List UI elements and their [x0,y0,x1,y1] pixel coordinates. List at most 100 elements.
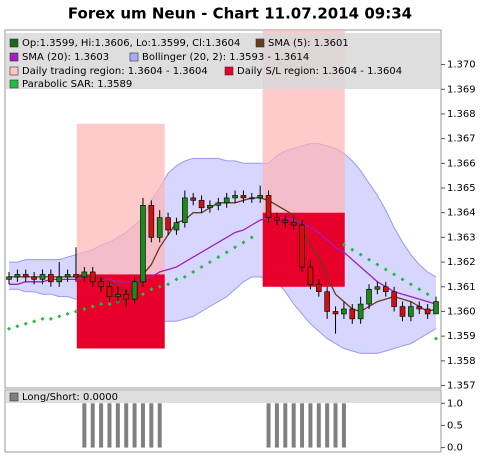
sar-dot [199,265,204,270]
bar [266,403,271,448]
trading-region [76,123,165,275]
candle-body [207,204,213,209]
bar [90,403,95,448]
candle-body [165,217,171,231]
candle-body [391,291,397,307]
sar-dot [82,306,87,311]
sar-dot [191,269,196,274]
candle-body [249,197,255,200]
candle-body [332,311,339,315]
sar-dot [15,324,20,329]
legend-box [6,391,440,403]
candle-body [223,197,230,204]
candle-body [408,306,414,317]
sar-dot [408,282,413,287]
candle-body [315,284,322,293]
bar [149,403,154,448]
sar-dot [140,292,145,297]
sar-dot [425,292,430,297]
sar-dot [157,284,162,289]
sar-dot [400,277,405,282]
candle-body [14,274,21,278]
y-tick-label: 1.358 [447,356,476,367]
sar-dot [216,255,221,260]
y-tick-label: 1.362 [447,257,476,268]
y-tick-label: 0.0 [447,443,463,454]
sar-dot [107,302,112,307]
candle-body [290,222,297,226]
bar [115,403,120,448]
bar [316,403,321,448]
candle-body [433,301,439,315]
sar-dot [166,282,171,287]
panel-label: Long/Short: 0.0000 [22,392,118,403]
legend-label: Daily S/L region: 1.3604 - 1.3604 [237,66,402,77]
bar [341,403,346,448]
legend-swatch [129,52,139,62]
candle-body [424,308,431,315]
y-tick-label: 1.360 [447,306,476,317]
candle-body [173,222,180,231]
candle-body [299,224,305,268]
legend-label: Parabolic SAR: 1.3589 [22,79,132,90]
sar-dot [65,311,70,316]
legend-label: SMA (20): 1.3603 [22,52,109,63]
y-tick-label: 1.368 [447,109,476,120]
candle-body [140,204,146,283]
sar-dot [383,267,388,272]
sar-dot [207,260,212,265]
y-tick-label: 1.363 [447,232,476,243]
legend-label: Op:1.3599, Hi:1.3606, Lo:1.3599, Cl:1.36… [22,38,240,49]
sar-dot [48,316,53,321]
candle-body [274,217,280,221]
candle-body [148,204,155,238]
y-tick-label: 1.0 [447,398,463,409]
candle-body [56,276,63,283]
sar-dot [233,245,238,250]
candle-body [198,200,205,209]
candle-body [240,195,247,199]
bar [132,403,137,448]
legend-swatch [9,392,19,402]
sar-dot [40,316,45,321]
candle-body [324,291,330,312]
y-tick-label: 1.359 [447,331,476,342]
candle-body [416,306,423,310]
sma20-line [9,216,437,305]
candle-body [399,306,406,317]
candle-body [39,274,46,280]
candle-body [190,197,196,201]
candle-body [182,197,188,223]
bar [300,403,305,448]
bar [308,403,313,448]
y-tick-label: 0.5 [447,420,463,431]
candle-body [282,219,289,223]
bar [124,403,129,448]
bar [82,403,87,448]
sar-dot [341,242,346,247]
sar-dot [434,336,438,341]
candle-body [89,271,96,283]
candle-body [366,288,372,305]
sma5-line [9,197,437,313]
sar-dot [241,240,246,245]
sar-dot [174,277,179,282]
bar [157,403,162,448]
sar-dot [182,274,187,279]
bar [291,403,296,448]
y-tick-label: 1.361 [447,282,476,293]
candle-body [115,293,121,297]
sar-dot [149,287,154,292]
legend-label: Daily trading region: 1.3604 - 1.3604 [22,66,208,77]
y-tick-label: 1.370 [447,60,476,71]
candle-body [156,217,163,238]
sar-dot [57,314,62,319]
legend-box [6,33,440,89]
y-tick-label: 1.365 [447,183,476,194]
candle-body [349,308,356,320]
candle-body [232,195,238,199]
legend-swatch [224,66,234,76]
candle-body [106,286,113,297]
candle-body [81,271,88,278]
